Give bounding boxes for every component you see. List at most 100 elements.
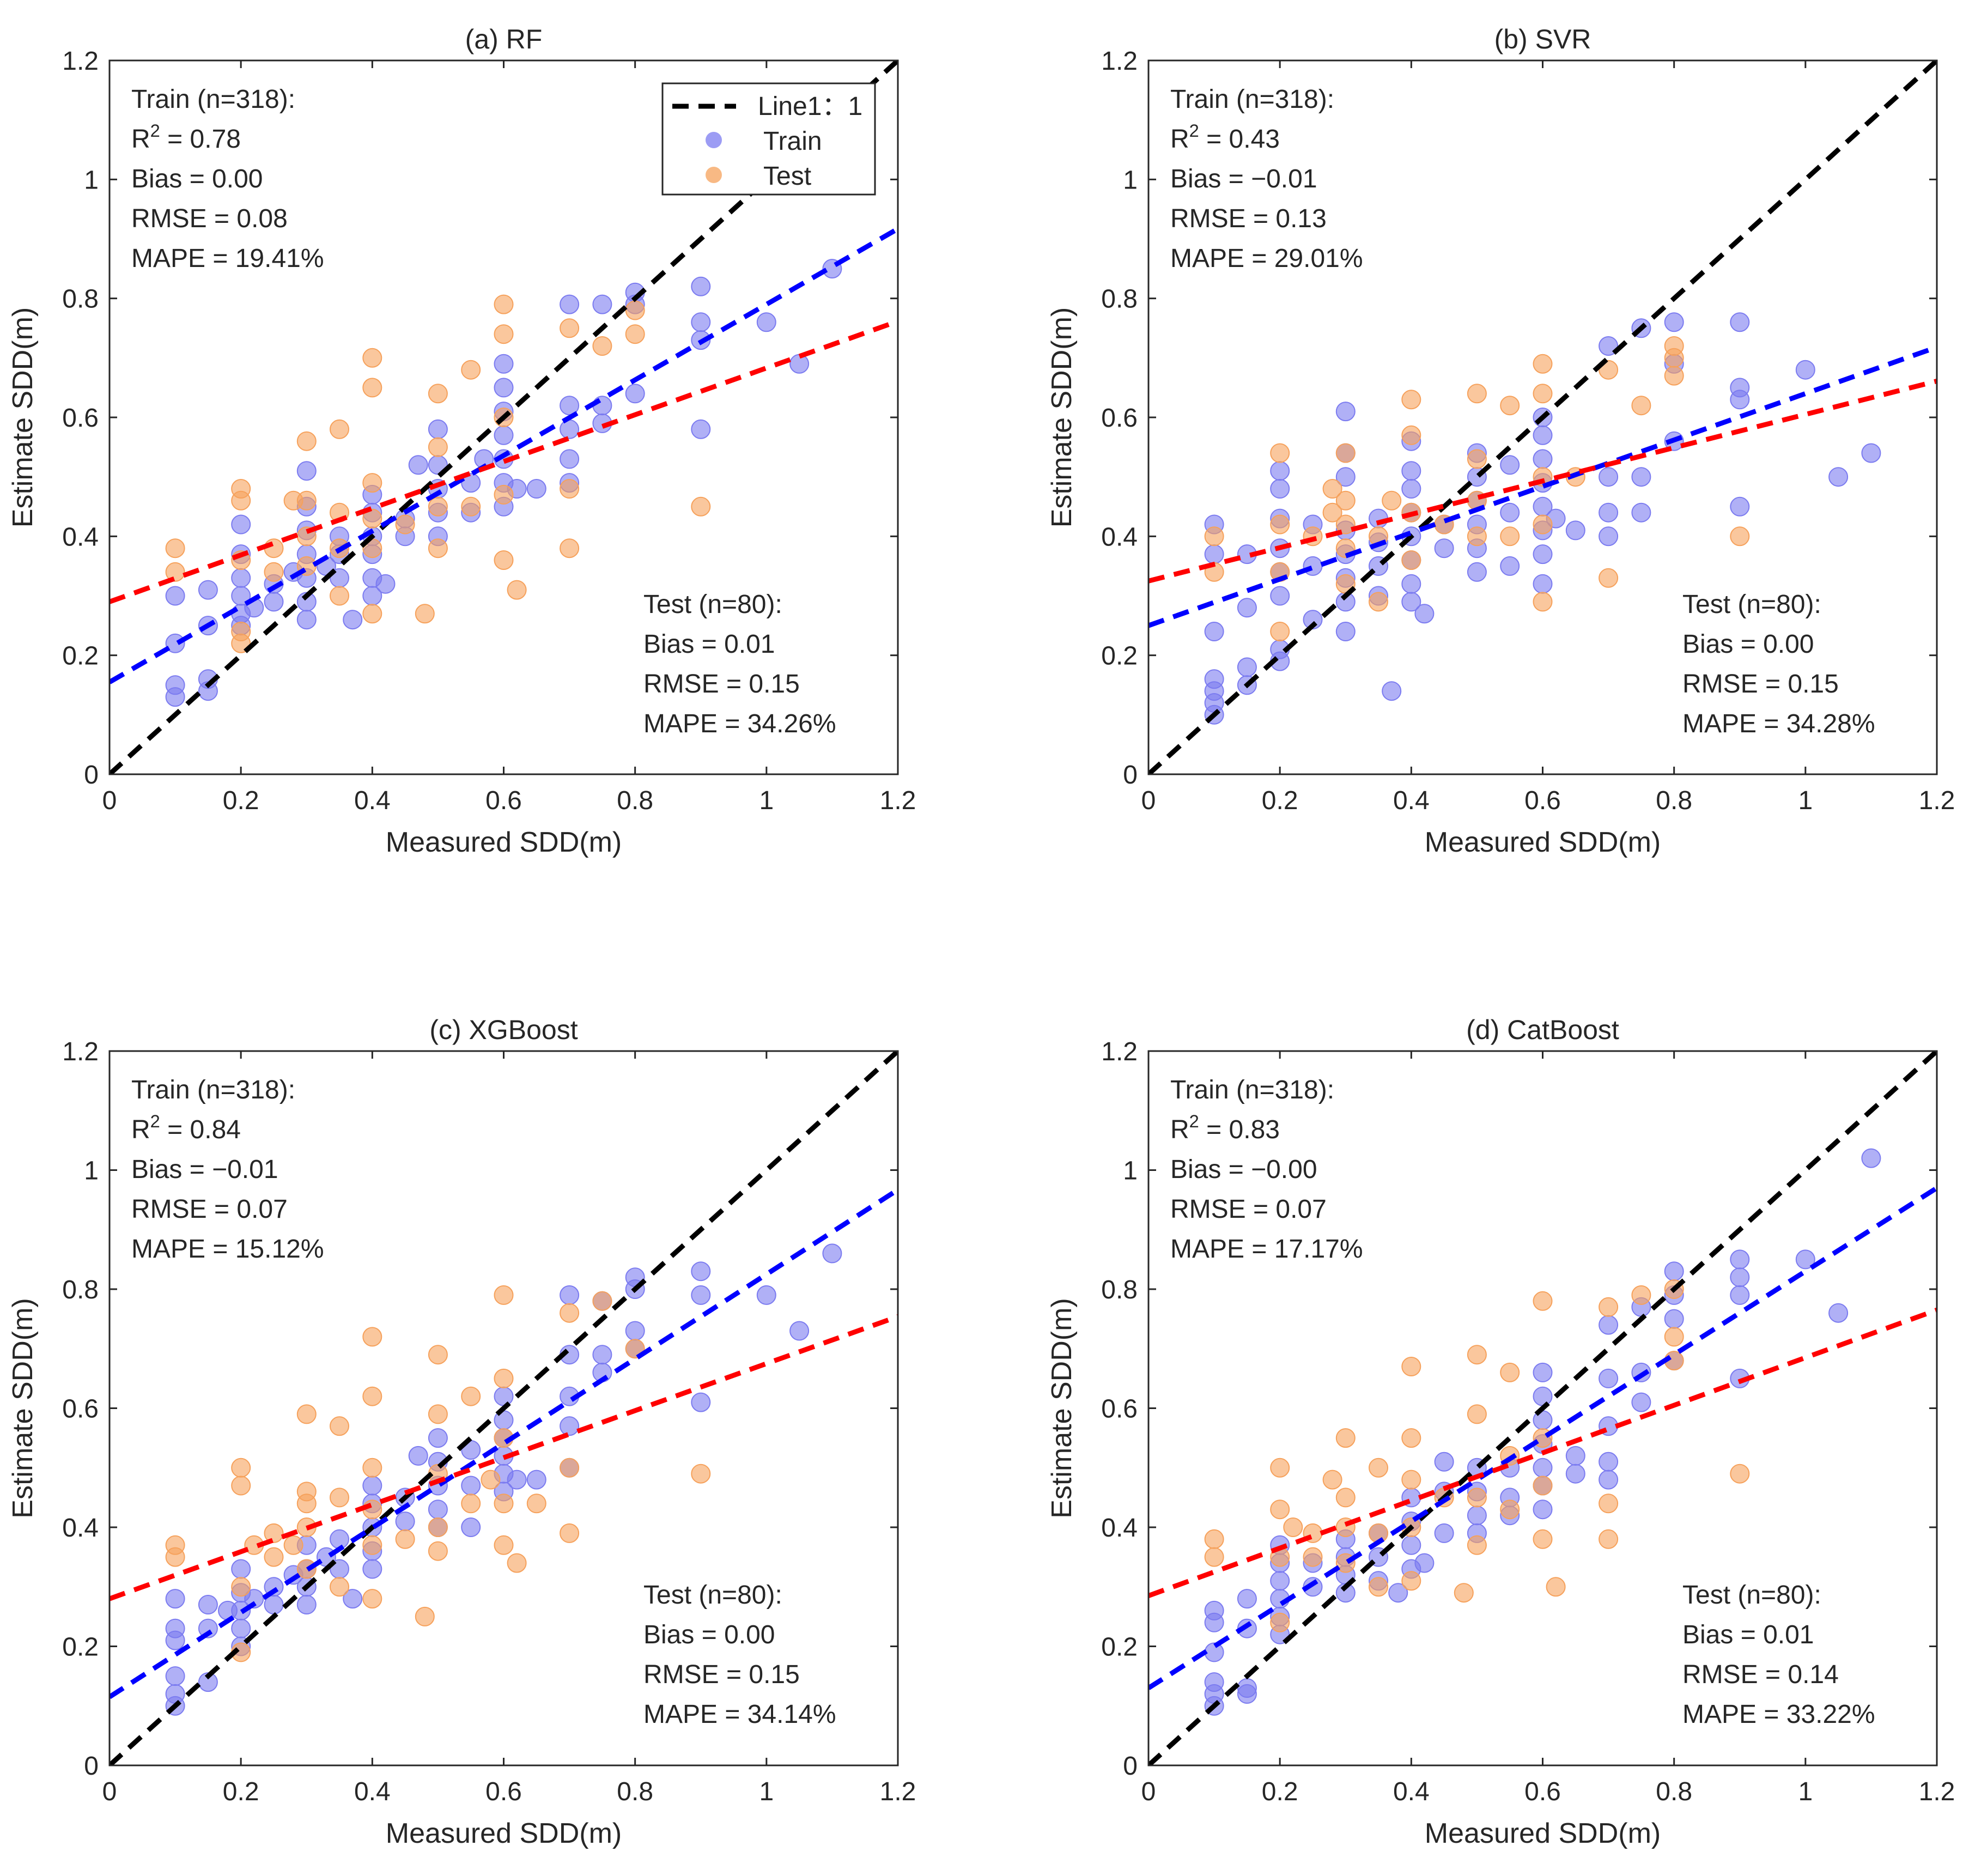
- y-tick-label: 0.8: [1101, 1276, 1138, 1304]
- test-point: [1631, 396, 1651, 416]
- y-tick-label: 0.2: [62, 642, 99, 671]
- one-to-one-line: [110, 1051, 898, 1765]
- legend-marker-swatch: [706, 167, 722, 183]
- y-axis: 0 0.2 0.4 0.6 0.8 1 1.2: [1101, 47, 1937, 790]
- test-point: [231, 479, 251, 499]
- y-tick-label: 0.6: [62, 404, 99, 433]
- test-point: [1335, 514, 1356, 535]
- test-point: [1454, 1583, 1474, 1603]
- y-axis: 0 0.2 0.4 0.6 0.8 1 1.2: [62, 1037, 898, 1781]
- test-point: [481, 1470, 501, 1490]
- y-axis-label: Estimate SDD(m): [1046, 1298, 1078, 1518]
- x-tick-label: 0: [102, 1777, 117, 1806]
- test-point: [1467, 1535, 1487, 1555]
- train-point: [461, 1476, 481, 1496]
- train-point: [691, 1261, 711, 1282]
- x-tick-label: 0.6: [485, 786, 522, 815]
- x-axis: 0 0.2 0.4 0.6 0.8 1 1.2: [1141, 60, 1955, 815]
- x-tick-label: 0.6: [485, 1777, 522, 1806]
- test-point: [231, 1458, 251, 1478]
- test-point: [1533, 354, 1553, 374]
- test-point: [362, 348, 382, 368]
- test-point: [330, 1488, 349, 1508]
- test-point: [494, 1493, 514, 1514]
- train-stat-line: R2 = 0.78: [131, 120, 241, 154]
- train-point: [1434, 1523, 1454, 1543]
- train-stat-line: Bias = 0.00: [131, 165, 263, 193]
- test-stat-line: Bias = 0.00: [1682, 630, 1814, 659]
- test-point: [1467, 449, 1487, 469]
- x-tick-label: 0: [1141, 1777, 1156, 1806]
- train-point: [1861, 1148, 1881, 1168]
- train-stat-line: Bias = −0.01: [1170, 165, 1317, 193]
- test-point: [264, 562, 284, 582]
- train-point: [244, 1589, 264, 1609]
- test-fit-line: [110, 1314, 898, 1601]
- train-point: [1565, 520, 1585, 541]
- train-stat-line: R2 = 0.83: [1170, 1111, 1280, 1144]
- train-point: [343, 610, 363, 630]
- test-point: [395, 514, 415, 535]
- x-tick-label: 0.4: [354, 1777, 391, 1806]
- test-point: [428, 1404, 448, 1424]
- test-point: [1599, 1493, 1619, 1514]
- test-point: [415, 604, 435, 624]
- y-tick-label: 1.2: [62, 1037, 99, 1066]
- x-tick-label: 0.4: [1393, 786, 1430, 815]
- x-tick-label: 0.2: [1262, 1777, 1298, 1806]
- train-point: [1401, 479, 1421, 499]
- y-tick-label: 0.6: [1101, 1395, 1138, 1424]
- y-tick-label: 0.8: [62, 285, 99, 314]
- train-point: [691, 1392, 711, 1412]
- test-point: [1369, 1458, 1388, 1478]
- train-stats: Train (n=318): R2 = 0.78 Bias = 0.00 RMSE =…: [131, 85, 324, 273]
- test-point: [1204, 1547, 1224, 1567]
- train-point: [428, 1499, 448, 1520]
- test-point: [1664, 1327, 1684, 1347]
- test-point: [1533, 1529, 1553, 1549]
- train-point: [1795, 1249, 1815, 1270]
- test-fit-line: [1148, 379, 1937, 584]
- train-point: [1204, 669, 1224, 689]
- test-point: [296, 1559, 317, 1579]
- train-point: [1237, 1589, 1257, 1609]
- train-point: [1631, 502, 1651, 523]
- test-fit-line: [110, 319, 898, 604]
- train-point: [1599, 502, 1619, 523]
- test-point: [494, 550, 514, 570]
- test-point: [231, 1577, 251, 1597]
- test-point: [625, 324, 645, 344]
- train-point: [1533, 1386, 1553, 1406]
- x-axis-label: Measured SDD(m): [386, 827, 622, 858]
- y-tick-label: 0.4: [62, 523, 99, 551]
- test-point: [1270, 1612, 1290, 1632]
- x-tick-label: 1: [1798, 786, 1813, 815]
- train-point: [165, 1589, 185, 1609]
- test-point: [1401, 1470, 1421, 1490]
- y-tick-label: 0.2: [62, 1633, 99, 1662]
- test-point: [494, 324, 514, 344]
- test-point: [592, 336, 612, 356]
- legend-label: Line1：1: [758, 92, 862, 121]
- train-point: [1599, 1452, 1619, 1472]
- train-point: [1434, 1452, 1454, 1472]
- test-point: [1599, 1529, 1619, 1549]
- train-point: [691, 276, 711, 296]
- test-point: [1533, 514, 1553, 535]
- train-point: [560, 1416, 580, 1436]
- x-tick-label: 1: [759, 1777, 774, 1806]
- one-to-one-line: [1148, 60, 1937, 774]
- test-point: [1382, 490, 1402, 511]
- test-point: [1467, 1345, 1487, 1365]
- train-stat-line: RMSE = 0.08: [131, 204, 288, 233]
- test-point: [165, 1535, 185, 1555]
- train-point: [1270, 479, 1290, 499]
- train-point: [1533, 1458, 1553, 1478]
- train-point: [625, 384, 645, 404]
- test-point: [560, 1303, 580, 1323]
- train-point: [1204, 622, 1224, 641]
- test-point: [415, 1606, 435, 1626]
- y-tick-label: 0.8: [62, 1276, 99, 1304]
- train-point: [1237, 657, 1257, 677]
- train-point: [756, 312, 776, 332]
